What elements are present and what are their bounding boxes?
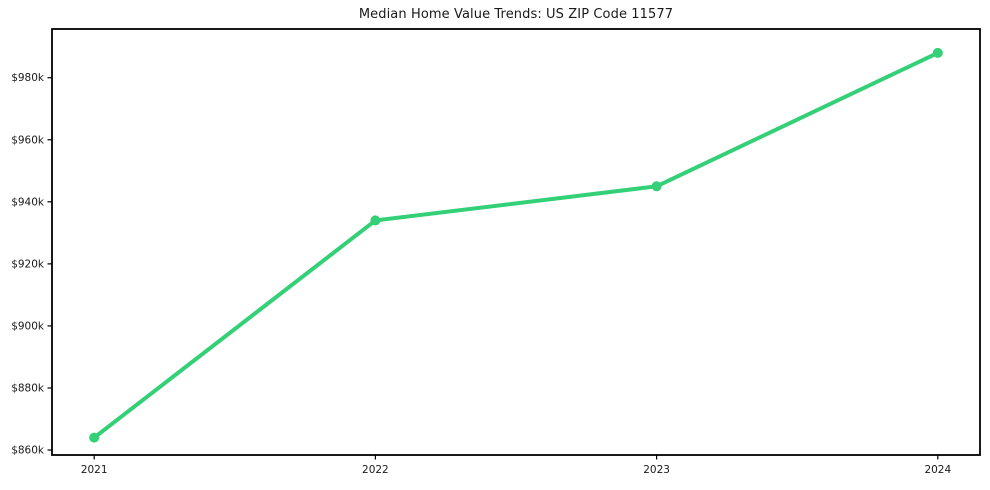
x-tick-label: 2023 <box>643 464 670 476</box>
x-tick-label: 2024 <box>924 464 951 476</box>
data-point-marker <box>932 47 943 58</box>
y-tick-label: $920k <box>11 258 45 270</box>
plot-frame <box>51 28 981 456</box>
y-tick-label: $960k <box>11 134 45 146</box>
x-tick-label: 2022 <box>362 464 389 476</box>
data-point-marker <box>370 215 381 226</box>
y-tick-label: $860k <box>11 445 45 457</box>
trend-line <box>92 50 940 440</box>
data-point-marker <box>89 432 100 443</box>
x-tick-label: 2021 <box>81 464 108 476</box>
y-tick-label: $900k <box>11 320 45 332</box>
chart-title: Median Home Value Trends: US ZIP Code 11… <box>358 7 674 22</box>
y-tick-label: $980k <box>11 72 45 84</box>
data-point-marker <box>651 181 662 192</box>
y-tick-label: $940k <box>11 196 45 208</box>
y-tick-label: $880k <box>11 382 45 394</box>
